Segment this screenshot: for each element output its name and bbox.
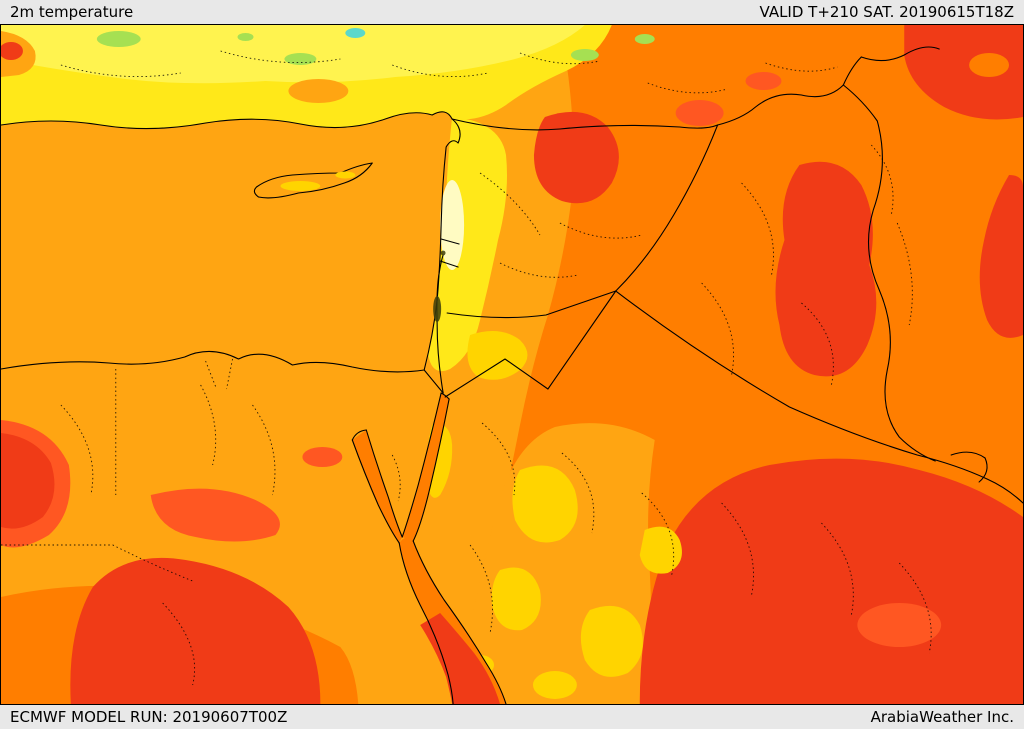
warm-spot-turkey [288, 79, 349, 103]
gulf-of-suez-fill [352, 430, 403, 543]
gulf-of-aqaba-fill [402, 393, 450, 541]
mild-patch [580, 605, 643, 677]
jordan-saudi-border [444, 290, 617, 398]
temp-blob [675, 100, 724, 126]
admin-line [481, 422, 516, 496]
gulf-of-aqaba-east-shore [412, 398, 450, 542]
syria-jordan-border [446, 290, 617, 319]
temp-blob [745, 72, 782, 90]
admin-line [721, 502, 754, 596]
gulf-of-suez-west-shore [351, 439, 400, 544]
mild-patch [335, 171, 356, 179]
mild-patch [280, 181, 321, 191]
hot-spot-corner [1, 42, 23, 60]
gulf-of-aqaba-west-shore [401, 392, 442, 538]
temp-blob [857, 603, 942, 647]
iraq-iran-border [842, 84, 936, 462]
admin-line [226, 358, 233, 390]
admin-line [741, 182, 774, 276]
admin-line [647, 82, 728, 94]
admin-line [499, 262, 578, 278]
gulf-of-suez-east-shore [365, 429, 403, 538]
header-bar: 2m temperature VALID T+210 SAT. 20190615… [0, 0, 1024, 24]
valid-time-label: VALID T+210 SAT. 20190615T18Z [759, 3, 1014, 21]
admin-line [479, 172, 541, 236]
country-borders [1, 46, 1023, 704]
dead-sea [433, 296, 442, 322]
admin-line [1, 544, 193, 582]
admin-line [60, 64, 181, 78]
admin-line [392, 64, 489, 77]
hot-blob-west-iraq [775, 161, 877, 377]
iraq-saudi-border [615, 290, 1023, 504]
admin-line [200, 384, 217, 466]
admin-line [469, 544, 493, 634]
cool-blob [284, 53, 317, 65]
cyprus-island [253, 162, 373, 199]
israel-syria-border [439, 260, 459, 268]
admin-line [252, 404, 276, 496]
map-title: 2m temperature [10, 3, 134, 21]
mild-patch [512, 465, 578, 543]
admin-line [391, 454, 401, 502]
hot-blob-west-egypt [1, 433, 55, 529]
admin-line [519, 52, 600, 65]
admin-line [561, 452, 595, 534]
coolest-coast-core [440, 180, 465, 270]
suez-head [351, 429, 367, 441]
model-run-label: ECMWF MODEL RUN: 20190607T00Z [10, 708, 288, 726]
temp-blob [150, 488, 280, 542]
lebanon-border [440, 238, 460, 245]
mild-patch [532, 671, 577, 699]
egypt-israel-border [423, 369, 444, 394]
admin-line [701, 282, 734, 376]
cool-blob [237, 33, 254, 41]
admin-line [60, 404, 94, 496]
admin-line [641, 492, 675, 576]
turkey-south-coastline [1, 111, 453, 130]
kuwait-border [950, 451, 988, 483]
hot-blob-syria [533, 111, 619, 204]
admin-line [162, 602, 196, 686]
temp-blob [969, 53, 1010, 77]
cool-blob [570, 49, 599, 61]
hot-blob-ne-corner [904, 25, 1023, 120]
hot-blob-south-red-sea [420, 613, 501, 704]
temp-blob [302, 447, 343, 467]
temperature-map [1, 25, 1023, 704]
sea-of-galilee [440, 250, 446, 256]
turkey-iran-border [860, 46, 940, 62]
mild-patch [639, 526, 682, 574]
admin-line [220, 50, 341, 64]
cool-blob [345, 28, 366, 38]
levant-yellow-strip [428, 117, 508, 372]
jordan-mild-patch [467, 331, 528, 380]
temperature-fill-layer [1, 25, 1023, 704]
aqaba-head [440, 392, 450, 400]
admin-boundaries-dotted [1, 50, 932, 686]
red-sea-west-coast [398, 542, 454, 704]
hot-blob-upper-egypt [70, 557, 321, 704]
admin-line [821, 522, 854, 616]
cool-blob [634, 34, 655, 44]
levant-egypt-coastline [1, 118, 461, 373]
admin-line [898, 562, 932, 654]
admin-line [205, 360, 217, 390]
syria-iraq-border [615, 124, 719, 292]
temperature-map-frame [0, 24, 1024, 705]
brand-label: ArabiaWeather Inc. [870, 708, 1014, 726]
cool-blob [96, 31, 141, 47]
red-sea-east-coast [412, 540, 507, 704]
turkey-syria-iraq-border [451, 56, 862, 131]
admin-line [559, 222, 642, 239]
footer-bar: ECMWF MODEL RUN: 20190607T00Z ArabiaWeat… [0, 705, 1024, 729]
hot-blob-east-edge [979, 175, 1023, 338]
mild-patch [491, 567, 541, 631]
admin-line [765, 62, 838, 72]
admin-line [801, 302, 834, 386]
